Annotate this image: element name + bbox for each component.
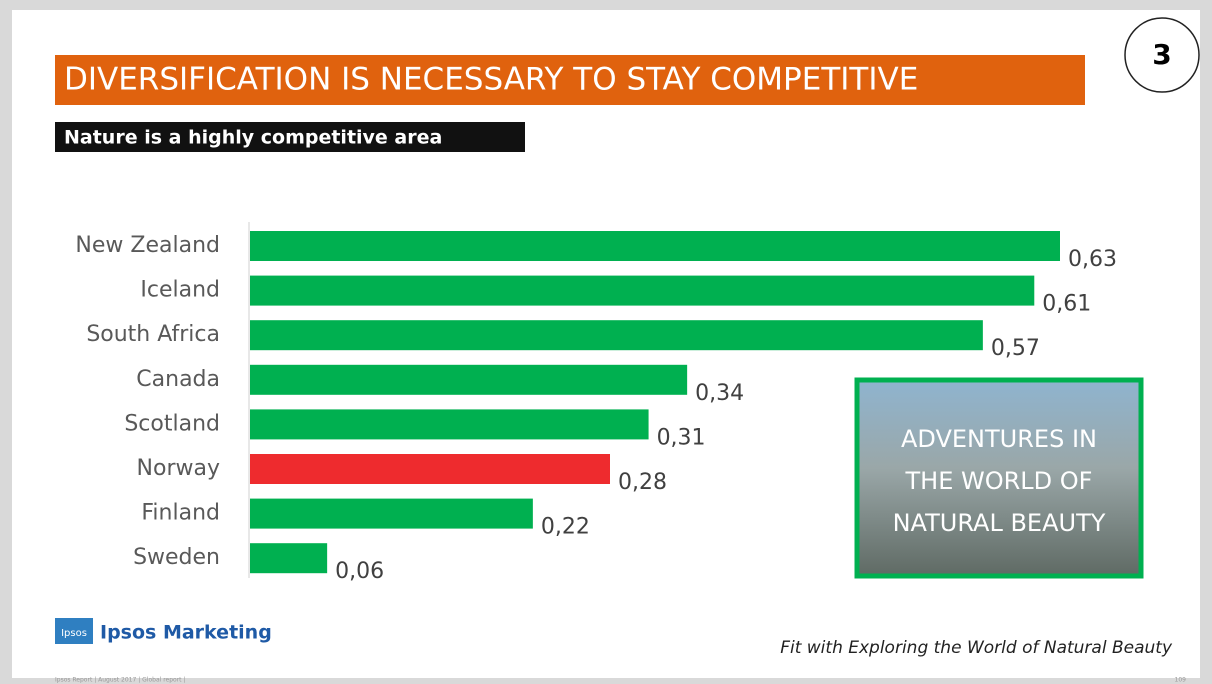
page-number: 109: [1175, 677, 1187, 684]
bar: [250, 454, 610, 484]
footer: Ipsos Report | August 2017 | Global repo…: [55, 677, 185, 684]
image-caption: ADVENTURES IN: [901, 425, 1097, 453]
value-label: 0,31: [657, 425, 706, 450]
value-label: 0,06: [335, 559, 384, 584]
logo-text: Ipsos Marketing: [100, 622, 272, 644]
bar: [250, 409, 649, 439]
bar: [250, 499, 533, 529]
image-caption: NATURAL BEAUTY: [893, 509, 1106, 537]
category-label: Sweden: [133, 545, 220, 570]
slide: DIVERSIFICATION IS NECESSARY TO STAY COM…: [0, 0, 1212, 684]
category-label: Iceland: [140, 278, 220, 303]
category-label: South Africa: [86, 322, 220, 347]
value-label: 0,57: [991, 336, 1040, 361]
bar: [250, 320, 983, 350]
category-label: New Zealand: [75, 233, 220, 258]
subtitle: Nature is a highly competitive area: [64, 127, 442, 149]
image-caption: THE WORLD OF: [905, 467, 1093, 495]
title: DIVERSIFICATION IS NECESSARY TO STAY COM…: [64, 62, 918, 98]
logo-mark: Ipsos: [61, 628, 87, 639]
slide-number: 3: [1152, 38, 1171, 71]
bar: [250, 231, 1060, 261]
page: DIVERSIFICATION IS NECESSARY TO STAY COM…: [0, 0, 1212, 684]
value-label: 0,63: [1068, 247, 1117, 272]
category-label: Scotland: [124, 411, 220, 436]
bar: [250, 276, 1034, 306]
value-label: 0,28: [618, 470, 667, 495]
value-label: 0,22: [541, 515, 590, 540]
bar: [250, 543, 327, 573]
note: Fit with Exploring the World of Natural …: [780, 638, 1173, 658]
value-label: 0,34: [695, 381, 744, 406]
bar: [250, 365, 687, 395]
value-label: 0,61: [1042, 292, 1091, 317]
category-label: Canada: [136, 367, 220, 392]
category-label: Finland: [141, 501, 220, 526]
category-label: Norway: [137, 456, 220, 481]
